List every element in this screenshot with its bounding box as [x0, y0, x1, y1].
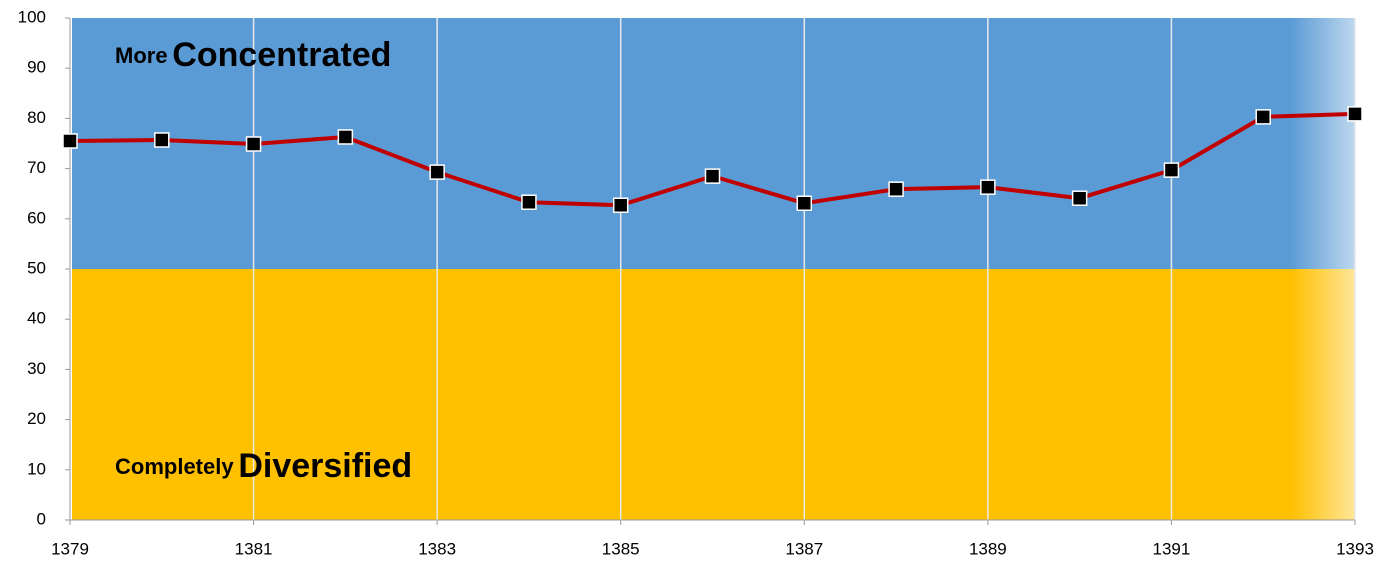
- annotation-large: Concentrated: [172, 36, 391, 74]
- marker: [429, 164, 445, 180]
- marker: [1347, 106, 1363, 122]
- annotation-small: More: [115, 43, 168, 68]
- marker: [980, 179, 996, 195]
- x-tick-label: 1391: [1153, 539, 1191, 558]
- annotation: Completely Diversified: [115, 447, 412, 485]
- marker: [1163, 162, 1180, 178]
- marker: [796, 195, 813, 211]
- y-tick-label: 70: [27, 158, 46, 177]
- marker: [521, 194, 537, 210]
- x-tick-label: 1381: [235, 539, 273, 558]
- marker: [154, 132, 170, 148]
- y-tick-label: 80: [27, 108, 46, 127]
- x-tick-label: 1379: [51, 539, 89, 558]
- y-tick-label: 20: [27, 409, 46, 428]
- y-tick-label: 60: [27, 208, 46, 227]
- x-tick-label: 1393: [1336, 539, 1374, 558]
- marker: [888, 181, 904, 197]
- y-tick-label: 30: [27, 359, 46, 378]
- annotation-small: Completely: [115, 454, 234, 479]
- marker: [704, 168, 721, 184]
- marker: [245, 136, 262, 152]
- marker: [1255, 109, 1271, 125]
- annotation-large: Diversified: [238, 447, 412, 485]
- band: [72, 269, 1355, 520]
- y-tick-label: 40: [27, 309, 46, 328]
- annotation: More Concentrated: [115, 36, 391, 74]
- y-tick-label: 90: [27, 58, 46, 77]
- y-tick-label: 50: [27, 258, 46, 277]
- y-tick-label: 100: [18, 7, 46, 26]
- marker: [337, 129, 354, 145]
- y-tick-label: 10: [27, 459, 46, 478]
- x-tick-label: 1383: [418, 539, 456, 558]
- x-tick-label: 1387: [785, 539, 823, 558]
- x-tick-label: 1389: [969, 539, 1007, 558]
- marker: [62, 133, 78, 149]
- marker: [1071, 190, 1088, 206]
- x-tick-label: 1385: [602, 539, 640, 558]
- y-tick-label: 0: [37, 509, 46, 528]
- marker: [612, 197, 629, 213]
